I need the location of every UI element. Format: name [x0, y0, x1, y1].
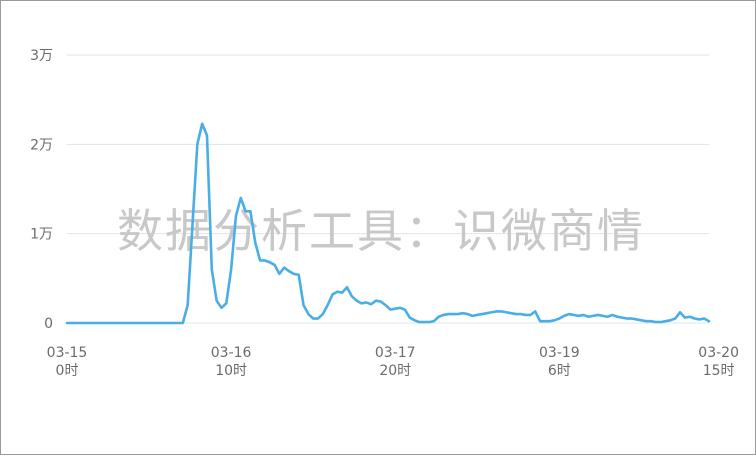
x-tick-date-label: 03-17 — [375, 345, 416, 361]
x-tick-date-label: 03-16 — [211, 345, 252, 361]
x-tick-date-label: 03-19 — [539, 345, 580, 361]
x-tick-hour-label: 6时 — [548, 363, 571, 379]
x-tick-hour-label: 10时 — [215, 363, 247, 379]
y-axis-tick-labels: 0 1万 2万 3万 — [30, 48, 53, 332]
series-line — [65, 122, 711, 325]
gridlines — [67, 54, 709, 324]
x-tick-date-label: 03-20 — [698, 345, 739, 361]
y-tick-label: 2万 — [30, 137, 53, 153]
x-axis-tick-labels: 03-15 0时 03-16 10时 03-17 20时 03-19 6时 03-20 15时 — [47, 345, 739, 379]
x-tick-hour-label: 0时 — [56, 363, 79, 379]
x-tick-hour-label: 15时 — [703, 363, 735, 379]
x-tick-date-label: 03-15 — [47, 345, 88, 361]
y-tick-label: 3万 — [30, 48, 53, 64]
x-tick-hour-label: 20时 — [379, 363, 411, 379]
watermark-text: 数据分析工具：识微商情 — [117, 204, 645, 258]
y-tick-label: 0 — [44, 316, 53, 332]
series-layer — [65, 122, 711, 325]
y-tick-label: 1万 — [30, 227, 53, 243]
